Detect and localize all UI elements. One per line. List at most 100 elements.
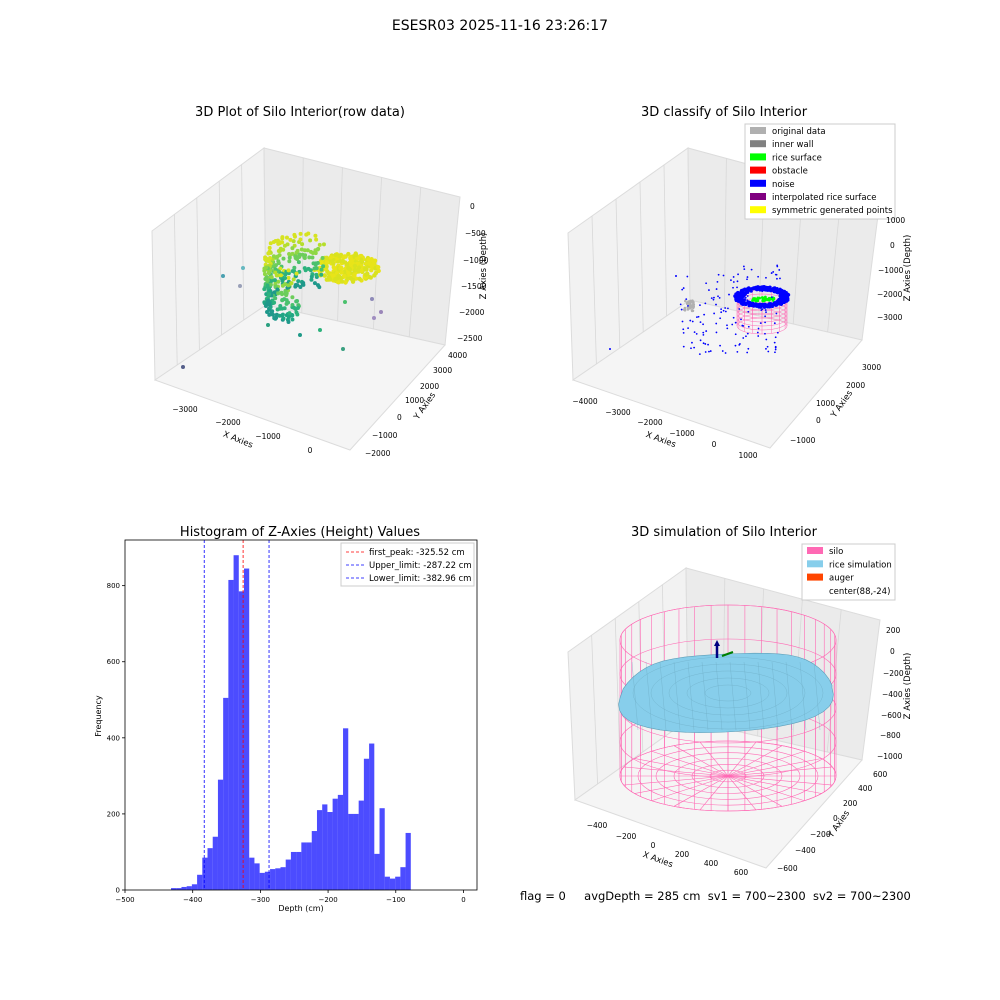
raw-data-point [322, 273, 327, 278]
classify-z-axis-label: Z Axies (Depth) [903, 235, 913, 302]
histogram-bar [363, 758, 370, 890]
noise-point [765, 338, 768, 341]
simulation-legend-entries: silo rice simulation auger center(88,-24) [807, 547, 892, 597]
noise-point [757, 287, 762, 292]
histogram-legend [340, 542, 475, 587]
rice-surface-point [761, 299, 765, 302]
classify-legend [744, 123, 896, 220]
noise-point [713, 296, 715, 299]
raw-data-point [321, 264, 326, 269]
noise-point [772, 300, 777, 305]
classify-floor-pane [571, 299, 863, 449]
noise-point [708, 289, 710, 291]
noise-point [757, 302, 762, 306]
grid-line [337, 167, 343, 322]
rice-mesh-line [799, 661, 807, 731]
raw-data-point [317, 242, 322, 247]
noise-point [732, 286, 734, 289]
noise-point [775, 312, 778, 315]
raw-data-point [287, 255, 292, 260]
raw-data-point [333, 252, 338, 257]
histogram-chart: Histogram of Z-Axies (Height) Values −50… [94, 525, 478, 913]
raw-data-point [266, 251, 271, 256]
grid-line [373, 177, 382, 330]
raw-y-tick: −2000 [365, 449, 391, 458]
noise-point [771, 286, 776, 290]
noise-point [766, 345, 769, 348]
avg-depth-value: avgDepth = 285 cm [584, 889, 701, 903]
histogram-bar [254, 863, 260, 890]
raw-data-point [295, 306, 300, 311]
raw-data-point [379, 310, 383, 314]
y-tick-label: 600 [107, 658, 120, 666]
raw-data-point [341, 254, 347, 260]
noise-point [719, 344, 721, 347]
noise-point [696, 316, 698, 319]
rice-mesh-line [785, 661, 793, 731]
raw-data-point [291, 239, 296, 244]
raw-data-point [316, 283, 321, 288]
noise-point [762, 288, 765, 291]
noise-point [736, 350, 739, 353]
simulation-x-tick: 0 [651, 841, 656, 850]
raw-x-tick: −1000 [255, 432, 281, 441]
raw-data-point [271, 240, 276, 245]
classify-z-tick: −3000 [877, 313, 903, 322]
noise-point [720, 311, 723, 314]
histogram-bar [244, 568, 250, 890]
noise-point [741, 289, 745, 293]
raw-data-point [294, 271, 299, 276]
noise-point [738, 308, 741, 310]
grid-line [614, 618, 621, 769]
raw-data-point [282, 243, 287, 248]
noise-point [739, 343, 741, 345]
raw-data-point [278, 273, 283, 278]
legend-label: first_peak: -325.52 cm [369, 548, 465, 558]
silo-floor-spoke [699, 775, 729, 810]
raw-data-point [300, 242, 305, 247]
noise-point [779, 293, 783, 297]
noise-point [756, 331, 759, 334]
raw-data-point [274, 273, 279, 278]
simulation-z-tick: −1000 [877, 752, 903, 761]
raw-data-point [373, 270, 379, 276]
noise-point [726, 327, 729, 330]
noise-point [682, 287, 685, 289]
histogram-bar [228, 579, 234, 890]
rice-mesh-line [659, 661, 667, 731]
noise-point [732, 316, 735, 319]
noise-point [741, 299, 745, 303]
flag-value: flag = 0 [520, 889, 566, 903]
original-data-point [689, 306, 692, 309]
histogram-bar [384, 876, 390, 890]
simulation-x-tick: 200 [675, 850, 690, 859]
histogram-bar [348, 813, 354, 890]
noise-point [747, 325, 750, 328]
raw-z-tick: −1500 [461, 282, 487, 291]
raw-data-point [283, 272, 288, 277]
noise-point [761, 290, 764, 293]
histogram-y-axis-label: Frequency [94, 695, 103, 737]
noise-point [707, 343, 709, 346]
simulation-3d-plot: 3D simulation of Silo Interior silo rice … [567, 525, 913, 877]
raw-data-point [368, 275, 374, 280]
simulation-y-tick: 400 [858, 784, 873, 793]
raw-data-point [286, 275, 291, 280]
raw-data-point [266, 298, 271, 303]
simulation-plot-title: 3D simulation of Silo Interior [631, 525, 818, 540]
noise-point [743, 268, 746, 271]
histogram-bar [212, 836, 218, 890]
raw-data-point [280, 298, 285, 303]
noise-point [702, 331, 705, 334]
simulation-y-tick: −400 [795, 846, 816, 855]
classify-x-tick: −1000 [669, 429, 695, 438]
rice-surface-point [772, 297, 776, 301]
simulation-y-tick: −600 [777, 864, 798, 873]
legend-label: obstacle [772, 167, 808, 177]
raw-data-point [366, 257, 371, 262]
noise-point [785, 295, 789, 300]
raw-data-point [271, 254, 276, 259]
legend-label: original data [772, 127, 826, 137]
silo-floor-spoke [727, 775, 757, 810]
noise-point [687, 327, 689, 330]
